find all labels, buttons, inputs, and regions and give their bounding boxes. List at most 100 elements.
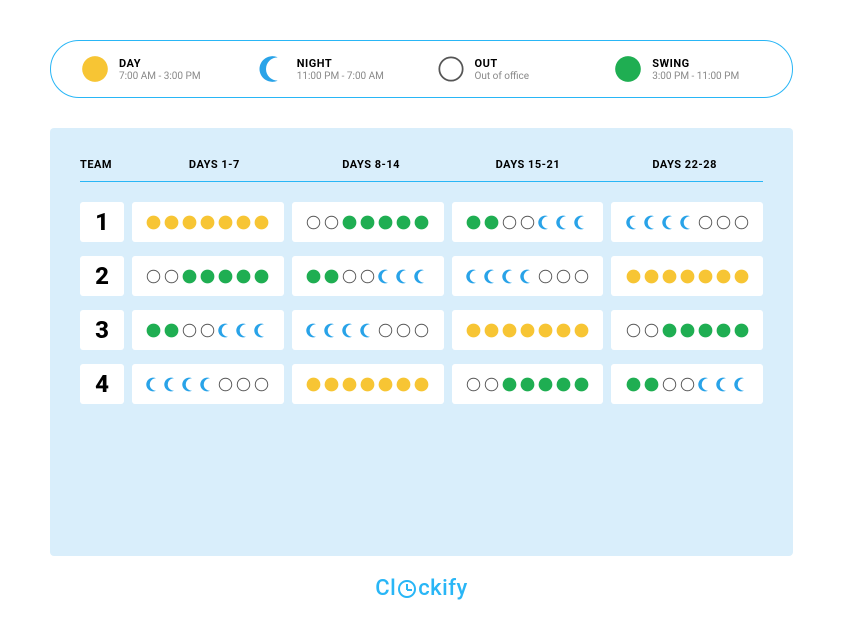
night-icon <box>200 377 215 392</box>
night-icon <box>556 215 571 230</box>
week-cell <box>611 256 763 296</box>
day-icon <box>254 215 269 230</box>
day-icon <box>698 269 713 284</box>
swing-icon <box>324 269 339 284</box>
day-icon <box>484 323 499 338</box>
night-icon <box>626 215 641 230</box>
swing-icon <box>484 215 499 230</box>
legend-sub: 7:00 AM - 3:00 PM <box>119 71 201 82</box>
week-cell <box>611 364 763 404</box>
night-icon <box>484 269 499 284</box>
week-cell <box>611 202 763 242</box>
schedule-panel: TEAMDAYS 1-7DAYS 8-14DAYS 15-21DAYS 22-2… <box>50 128 793 556</box>
day-icon <box>680 269 695 284</box>
out-icon <box>342 269 357 284</box>
out-icon <box>378 323 393 338</box>
day-icon <box>146 215 161 230</box>
day-icon <box>466 323 481 338</box>
team-number: 2 <box>80 256 124 296</box>
day-icon <box>574 323 589 338</box>
legend-item-out: OUT Out of office <box>437 55 585 83</box>
out-icon <box>324 215 339 230</box>
night-icon <box>716 377 731 392</box>
brand-logo: Cl ckify <box>375 576 468 601</box>
swing-icon <box>236 269 251 284</box>
swing-icon <box>662 323 677 338</box>
out-icon <box>484 377 499 392</box>
day-icon <box>626 269 641 284</box>
night-icon <box>360 323 375 338</box>
legend-sub: 3:00 PM - 11:00 PM <box>652 71 739 82</box>
day-icon <box>324 377 339 392</box>
out-icon <box>254 377 269 392</box>
day-icon <box>414 377 429 392</box>
day-icon <box>378 377 393 392</box>
night-icon <box>574 215 589 230</box>
swing-icon <box>614 55 642 83</box>
night-icon <box>164 377 179 392</box>
day-icon <box>218 215 233 230</box>
swing-icon <box>378 215 393 230</box>
swing-icon <box>164 323 179 338</box>
swing-icon <box>396 215 411 230</box>
swing-icon <box>146 323 161 338</box>
day-icon <box>734 269 749 284</box>
header-col: DAYS 15-21 <box>450 158 607 171</box>
swing-icon <box>182 269 197 284</box>
week-cell <box>132 202 284 242</box>
day-icon <box>396 377 411 392</box>
night-icon <box>396 269 411 284</box>
swing-icon <box>680 323 695 338</box>
week-cell <box>611 310 763 350</box>
night-icon <box>182 377 197 392</box>
swing-icon <box>644 377 659 392</box>
legend-title: NIGHT <box>297 57 384 70</box>
day-icon <box>360 377 375 392</box>
out-icon <box>466 377 481 392</box>
swing-icon <box>520 377 535 392</box>
day-icon <box>502 323 517 338</box>
swing-icon <box>698 323 713 338</box>
out-icon <box>644 323 659 338</box>
out-icon <box>360 269 375 284</box>
out-icon <box>200 323 215 338</box>
header-col: DAYS 1-7 <box>136 158 293 171</box>
swing-icon <box>218 269 233 284</box>
night-icon <box>146 377 161 392</box>
night-icon <box>324 323 339 338</box>
day-icon <box>182 215 197 230</box>
swing-icon <box>556 377 571 392</box>
out-icon <box>396 323 411 338</box>
night-icon <box>502 269 517 284</box>
out-icon <box>414 323 429 338</box>
out-icon <box>146 269 161 284</box>
week-cell <box>452 256 604 296</box>
header-row: TEAMDAYS 1-7DAYS 8-14DAYS 15-21DAYS 22-2… <box>80 158 763 182</box>
night-icon <box>259 55 287 83</box>
day-icon <box>306 377 321 392</box>
day-icon <box>164 215 179 230</box>
out-icon <box>437 55 465 83</box>
out-icon <box>520 215 535 230</box>
night-icon <box>680 215 695 230</box>
night-icon <box>236 323 251 338</box>
night-icon <box>644 215 659 230</box>
legend-bar: DAY 7:00 AM - 3:00 PM NIGHT 11:00 PM - 7… <box>50 40 793 98</box>
night-icon <box>698 377 713 392</box>
week-cell <box>452 310 604 350</box>
night-icon <box>662 215 677 230</box>
swing-icon <box>342 215 357 230</box>
week-cell <box>452 202 604 242</box>
team-number: 1 <box>80 202 124 242</box>
week-cell <box>132 256 284 296</box>
week-cell <box>292 310 444 350</box>
out-icon <box>680 377 695 392</box>
out-icon <box>538 269 553 284</box>
swing-icon <box>466 215 481 230</box>
out-icon <box>306 215 321 230</box>
out-icon <box>236 377 251 392</box>
swing-icon <box>716 323 731 338</box>
swing-icon <box>360 215 375 230</box>
out-icon <box>698 215 713 230</box>
header-col: DAYS 8-14 <box>293 158 450 171</box>
